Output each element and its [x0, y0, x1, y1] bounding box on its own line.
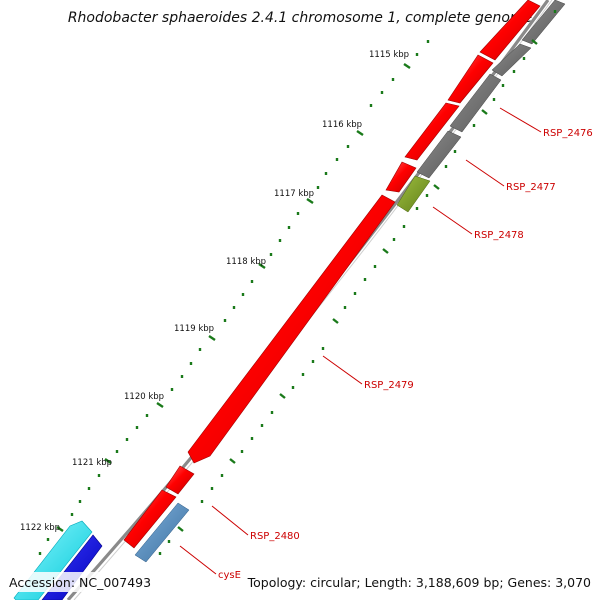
summary-backdrop [258, 572, 594, 592]
kbp-label: 1121 kbp [72, 458, 112, 468]
leader-rsp-2477 [465, 159, 505, 187]
gene-label-rsp-2477[interactable]: RSP_2477 [506, 182, 556, 193]
leader-rsp-2478 [432, 206, 473, 235]
gene-grey-upper[interactable] [491, 43, 532, 77]
kbp-label: 1115 kbp [369, 50, 409, 60]
kbp-labels: 1115 kbp 1116 kbp 1117 kbp 1118 kbp 1119… [20, 50, 409, 533]
summary-text: Topology: circular; Length: 3,188,609 bp… [247, 575, 591, 590]
tick-major [156, 402, 164, 408]
reverse-strand-genes [134, 0, 566, 563]
kbp-label: 1117 kbp [274, 189, 314, 199]
tick-dash [229, 458, 236, 464]
label-leaders [179, 107, 542, 575]
gene-small-red[interactable] [385, 161, 417, 193]
map-title: Rhodobacter sphaeroides 2.4.1 chromosome… [68, 10, 532, 26]
kbp-label: 1122 kbp [20, 523, 60, 533]
tick-dash [481, 109, 488, 115]
tick-dash [531, 39, 538, 45]
tick-major [56, 526, 64, 532]
gene-label-rsp-2480[interactable]: RSP_2480 [250, 531, 300, 542]
gene-label-rsp-2479[interactable]: RSP_2479 [364, 380, 414, 391]
outer-tick-track [38, 40, 430, 555]
gene-rsp-2478[interactable] [396, 175, 431, 213]
inner-tick-track [158, 10, 557, 555]
gene-label-rsp-2476[interactable]: RSP_2476 [543, 128, 593, 139]
tick-dash [177, 526, 184, 532]
accession-text: Accession: NC_007493 [9, 575, 151, 590]
gene-red-short[interactable] [165, 465, 195, 495]
gene-label-rsp-2478[interactable]: RSP_2478 [474, 230, 524, 241]
forward-strand-genes [123, 0, 541, 549]
gene-grey-mid[interactable] [449, 73, 502, 133]
gene-rsp-2479[interactable] [187, 194, 396, 464]
tick-major [403, 63, 411, 69]
tick-dash [433, 184, 440, 190]
tick-dash [382, 248, 389, 254]
leader-rsp-2479 [322, 355, 363, 385]
tick-major [208, 335, 216, 341]
accession-backdrop [6, 572, 148, 592]
kbp-label: 1119 kbp [174, 324, 214, 334]
gene-labels: RSP_2476 RSP_2477 RSP_2478 RSP_2479 RSP_… [218, 128, 593, 581]
tick-major [104, 458, 112, 464]
gene-cyse[interactable] [134, 502, 190, 563]
tick-dash [332, 318, 339, 324]
leader-rsp-2476 [499, 107, 542, 133]
gene-rsp-2476[interactable] [447, 54, 494, 104]
gene-grey-lower[interactable] [416, 130, 462, 179]
gene-rsp-2477[interactable] [404, 102, 460, 161]
kbp-label: 1120 kbp [124, 392, 164, 402]
tick-major [356, 130, 364, 136]
leader-rsp-2480 [211, 505, 249, 536]
kbp-label: 1116 kbp [322, 120, 362, 130]
gene-segment-top[interactable] [479, 0, 541, 61]
tick-major [258, 263, 266, 269]
tick-major [306, 198, 314, 204]
kbp-label: 1118 kbp [226, 257, 266, 267]
tick-dash [279, 393, 286, 399]
leader-cyse [179, 545, 217, 575]
gene-rsp-2480[interactable] [123, 489, 177, 549]
gene-label-cyse[interactable]: cysE [218, 570, 241, 581]
